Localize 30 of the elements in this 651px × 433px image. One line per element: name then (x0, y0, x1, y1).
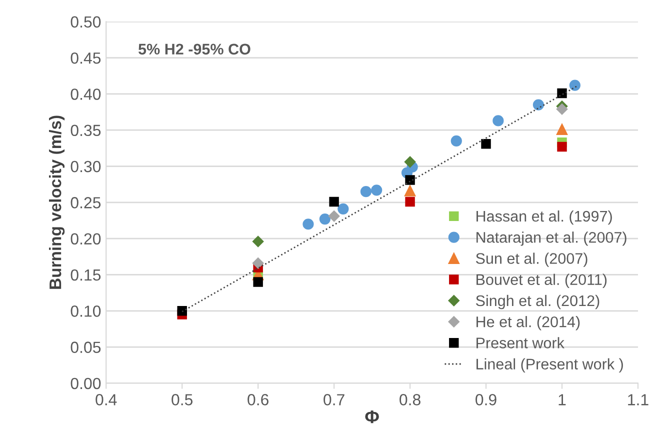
y-tick-label: 0.50 (70, 16, 101, 28)
legend-label: Hassan et al. (1997) (476, 210, 612, 225)
y-tick-label: 0.15 (70, 269, 101, 281)
legend-label: Singh et al. (2012) (476, 294, 600, 310)
x-tick-label: 0.4 (96, 394, 117, 406)
x-tick-label: 0.5 (172, 394, 193, 406)
y-tick-label: 0.00 (70, 378, 101, 390)
x-tick-label: 1 (558, 394, 566, 406)
legend-label: Natarajan et al. (2007) (476, 232, 626, 246)
x-tick-label: 1.1 (628, 394, 648, 406)
y-axis-title: Burning velocity (m/s) (49, 116, 65, 289)
y-tick-label: 0.25 (70, 197, 101, 208)
y-tick-label: 0.45 (70, 52, 101, 64)
y-tick-label: 0.40 (70, 88, 101, 100)
y-tick-label: 0.35 (70, 124, 101, 136)
x-tick-label: 0.9 (476, 394, 496, 406)
x-axis-title: Φ (365, 410, 379, 424)
y-tick-label: 0.05 (70, 342, 101, 353)
legend-label: Sun et al. (2007) (476, 252, 588, 267)
legend-label: He et al. (2014) (476, 316, 580, 330)
x-tick-label: 0.7 (324, 394, 344, 406)
legend-label: Present work (476, 337, 564, 348)
legend-label: Lineal (Present work ) (476, 358, 623, 373)
annotation: 5% H2 -95% CO (138, 44, 250, 55)
y-tick-label: 0.10 (70, 306, 101, 317)
x-tick-label: 0.6 (248, 394, 268, 406)
x-tick-label: 0.8 (400, 394, 420, 406)
y-tick-label: 0.30 (70, 160, 101, 172)
y-tick-label: 0.20 (70, 233, 101, 245)
legend-label: Bouvet et al. (2011) (476, 274, 607, 288)
